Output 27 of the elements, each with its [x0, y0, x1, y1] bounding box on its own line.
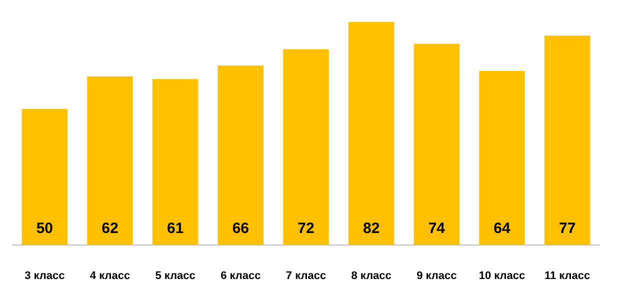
bar	[218, 66, 264, 245]
bar	[283, 49, 329, 245]
data-label: 61	[166, 220, 184, 237]
bar	[22, 109, 68, 245]
data-label: 77	[558, 220, 576, 237]
data-label: 72	[298, 220, 314, 237]
x-tick-label: 9 класс	[416, 270, 457, 282]
x-tick-label: 5 класс	[155, 270, 196, 282]
data-label: 74	[428, 220, 446, 237]
x-tick-label: 10 класс	[478, 270, 526, 282]
data-label: 82	[362, 220, 380, 237]
x-tick-label: 3 класс	[24, 270, 65, 282]
x-tick-label: 4 класс	[90, 270, 130, 282]
x-tick-label: 7 класс	[286, 270, 326, 282]
x-tick-label: 8 класс	[351, 270, 392, 282]
bar	[414, 44, 460, 245]
bar	[87, 76, 133, 245]
bar	[544, 36, 590, 245]
data-label: 66	[232, 220, 250, 237]
bar	[152, 79, 198, 245]
x-tick-label: 11 класс	[544, 270, 590, 282]
data-label: 50	[36, 220, 54, 237]
data-label: 64	[494, 220, 511, 237]
bar	[479, 70, 525, 245]
bar	[348, 22, 394, 245]
x-tick-label: 6 класс	[220, 270, 261, 282]
data-label: 62	[102, 220, 118, 237]
